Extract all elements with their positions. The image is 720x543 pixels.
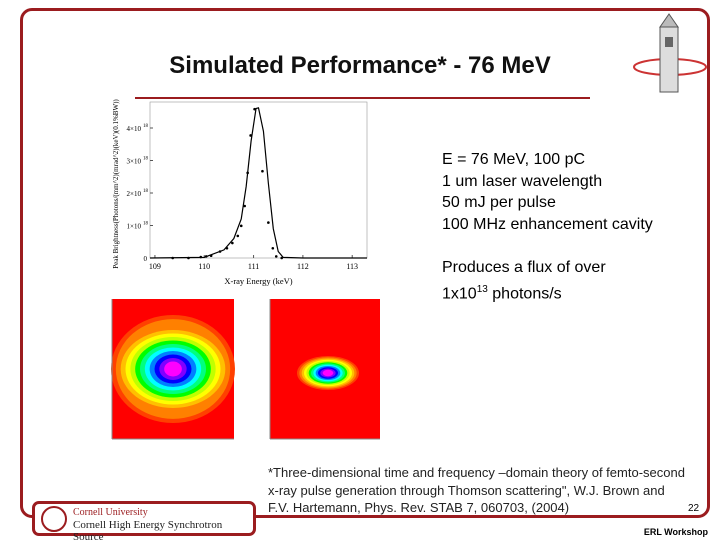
x-tick-label: 109 [149,262,161,271]
data-point [271,246,275,250]
flux-exp: 13 [476,283,488,295]
data-point [187,256,190,260]
data-point [261,169,264,173]
slide-frame [20,8,710,518]
data-point [253,107,256,111]
contour-plot-spatial [111,299,235,440]
flux-base: 1x10 [442,284,477,302]
data-point [274,255,278,258]
data-point [209,254,213,258]
y-tick-label: 1×10 [127,223,142,231]
y-tick-exp: 18 [143,222,149,227]
footer-label: ERL Workshop [643,527,708,537]
footnote: *Three-dimensional time and frequency –d… [268,465,685,515]
logo-line2: Cornell High Energy Synchrotron Source [73,519,223,543]
slide-title: Simulated Performance* - 76 MeV [169,52,551,79]
contour-level [164,361,182,377]
data-point [246,171,249,175]
data-point [267,221,270,224]
spec-item: 50 mJ per pulse [442,194,556,211]
data-point [243,204,246,208]
y-tick-label: 0 [144,255,148,263]
cornell-seal-icon [41,506,67,532]
cornell-logo: Cornell University Cornell High Energy S… [32,501,256,543]
x-axis-label: X-ray Energy (keV) [224,276,292,286]
data-point [231,241,234,245]
y-tick-label: 2×10 [127,190,142,198]
y-tick-exp: 18 [143,189,149,194]
page-number: 22 [688,503,700,514]
flux-suffix: photons/s [487,284,562,302]
y-axis-label: Peak Brightness(Photons/(mm^2)(mrad^2)(k… [112,99,120,269]
contour-plot-time-frequency [269,299,380,440]
y-tick-exp: 18 [143,124,149,129]
plot-area [149,101,368,259]
data-point [204,255,208,258]
data-point [249,134,252,137]
title-underline [135,97,590,99]
fit-curve [149,107,367,259]
data-point [171,256,174,260]
contour-level [322,369,334,377]
data-point [218,250,222,253]
x-tick-label: 110 [198,262,210,271]
specs-list: E = 76 MeV, 100 pC 1 um laser wavelength… [442,149,653,235]
x-tick-label: 112 [297,262,309,271]
tower-logo-icon [633,13,707,93]
flux-prefix: Produces a flux of over [442,259,606,276]
flux-statement: Produces a flux of over 1x1013 photons/s [442,257,606,304]
x-tick-label: 111 [248,262,259,271]
data-point [236,234,240,238]
y-tick-label: 4×10 [127,125,142,133]
logo-line1: Cornell University [73,507,148,518]
y-tick-label: 3×10 [127,158,142,166]
x-tick-label: 113 [346,262,358,271]
data-point [199,255,203,259]
spec-item: E = 76 MeV, 100 pC [442,151,586,168]
data-point [239,224,243,228]
data-point [280,256,283,260]
spec-item: 100 MHz enhancement cavity [442,215,653,233]
data-point [225,246,229,250]
y-tick-exp: 18 [143,157,149,162]
spec-item: 1 um laser wavelength [442,172,603,190]
